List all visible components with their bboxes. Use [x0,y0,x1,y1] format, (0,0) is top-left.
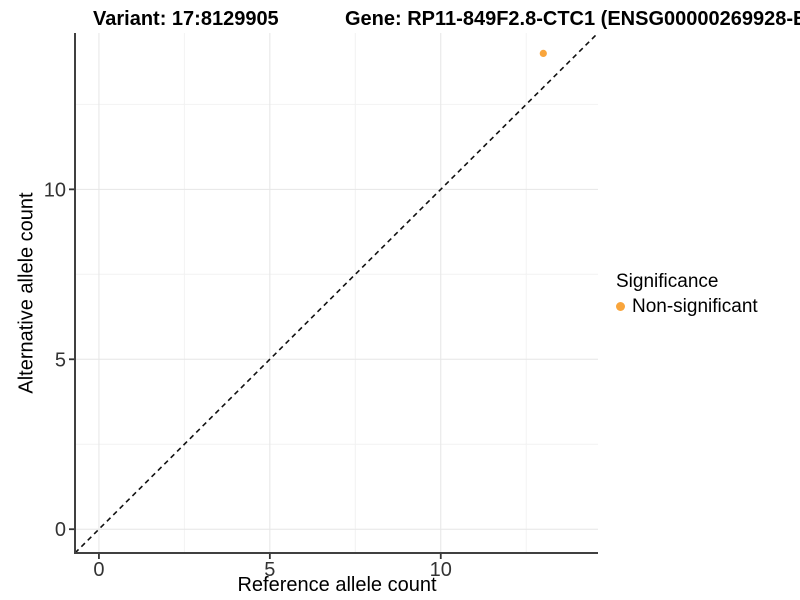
plot-title-variant: Variant: 17:8129905 [93,8,279,30]
y-axis-title: Alternative allele count [15,192,38,394]
legend-point-icon [616,302,625,311]
data-point [539,49,547,57]
legend-title: Significance [616,271,719,292]
plot-title-gene: Gene: RP11-849F2.8-CTC1 (ENSG00000269928… [345,8,800,30]
legend-item-label: Non-significant [632,296,758,317]
x-tick-label: 10 [430,559,452,581]
legend-item-non-significant: Non-significant [616,295,758,318]
y-tick-label: 0 [55,519,66,541]
legend: Significance Non-significant [616,270,758,318]
y-tick-label: 10 [44,179,66,201]
x-tick-label: 0 [93,559,104,581]
x-tick-label: 5 [264,559,275,581]
x-axis-title: Reference allele count [237,574,437,596]
identity-reference-line [74,32,599,554]
y-tick-label: 5 [55,349,66,371]
